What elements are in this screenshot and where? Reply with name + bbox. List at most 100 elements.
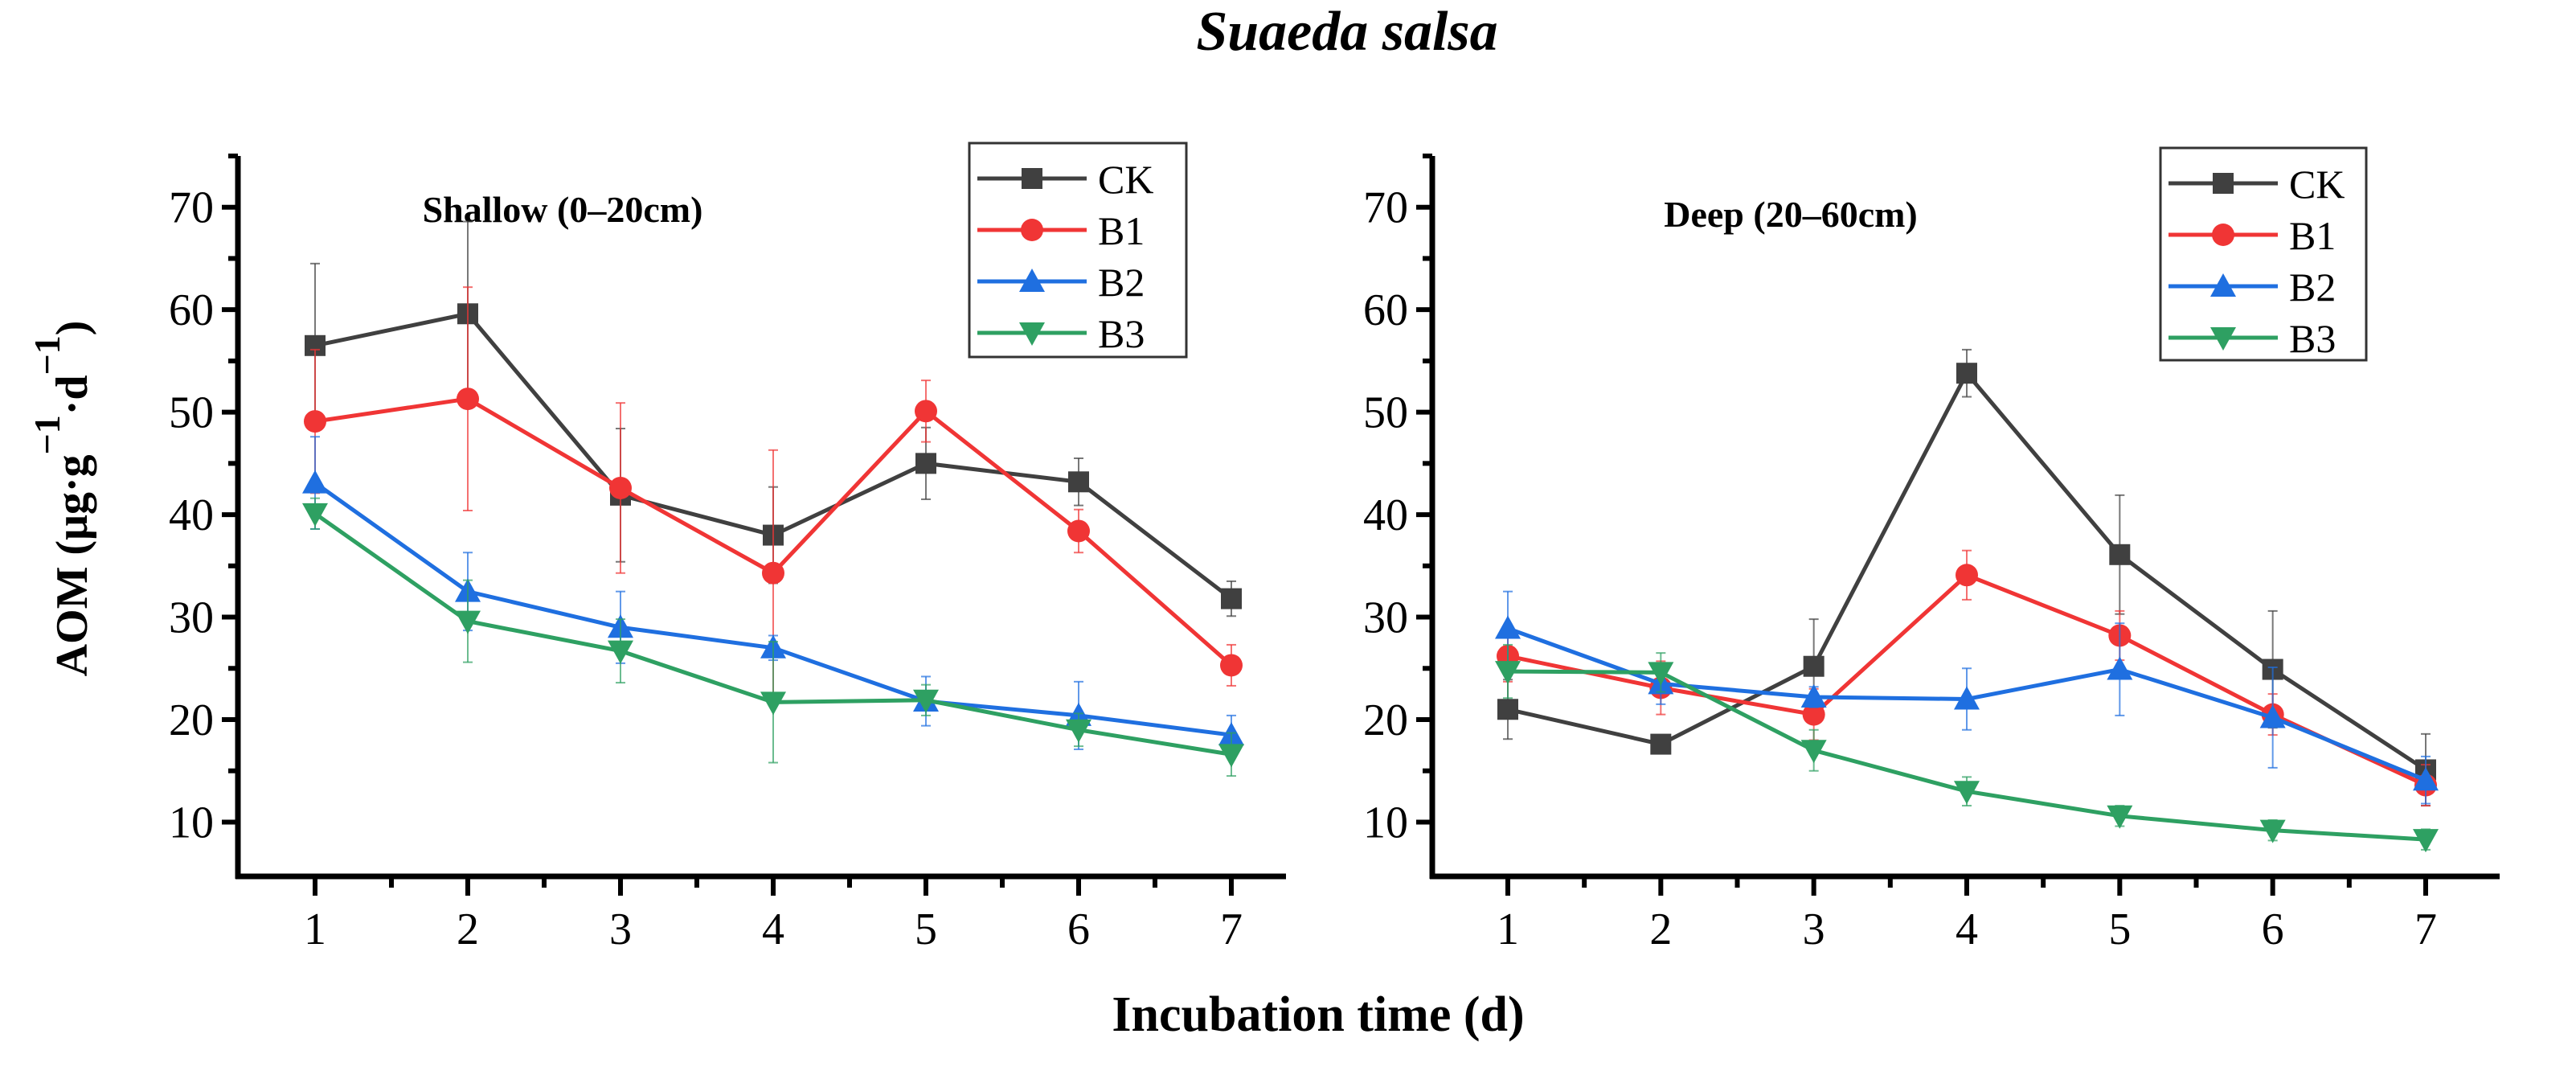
legend-marker bbox=[2212, 224, 2234, 246]
chart-title: Suaeda salsa bbox=[1196, 1, 1497, 63]
legend-label: B1 bbox=[2289, 213, 2336, 258]
data-point bbox=[2413, 767, 2439, 791]
data-point bbox=[1648, 662, 1674, 686]
legend-marker bbox=[1022, 168, 1042, 189]
legend-label: B2 bbox=[2289, 265, 2336, 310]
x-tick-label: 3 bbox=[609, 905, 632, 954]
y-tick-label: 50 bbox=[1363, 388, 1408, 438]
data-point bbox=[1495, 615, 1521, 639]
data-point bbox=[2259, 704, 2286, 728]
data-point bbox=[760, 691, 786, 716]
y-label-sup2: −1 bbox=[27, 335, 68, 375]
data-point bbox=[1956, 564, 1978, 587]
legend-item-b3: B3 bbox=[2169, 316, 2336, 361]
data-point bbox=[2259, 819, 2286, 843]
data-point bbox=[302, 503, 328, 527]
data-point bbox=[1218, 744, 1244, 768]
legend-item-ck: CK bbox=[2169, 162, 2345, 207]
x-tick-label: 5 bbox=[2108, 905, 2131, 954]
series-b2 bbox=[1495, 590, 2439, 805]
data-point bbox=[1802, 703, 1825, 726]
legend-marker bbox=[1019, 322, 1045, 346]
data-point bbox=[1497, 699, 1518, 720]
data-point bbox=[762, 561, 784, 585]
data-point bbox=[1067, 519, 1090, 543]
data-point bbox=[609, 476, 632, 499]
legend-label: B1 bbox=[1098, 208, 1145, 253]
legend: CK B1 B2 B3 bbox=[2159, 146, 2368, 362]
legend-item-b2: B2 bbox=[977, 260, 1145, 305]
x-tick-label: 2 bbox=[457, 905, 479, 954]
x-tick-label: 1 bbox=[1497, 905, 1519, 954]
data-point bbox=[1800, 683, 1827, 708]
y-tick-label: 10 bbox=[1363, 798, 1408, 847]
y-label-sup1: −1 bbox=[27, 415, 68, 454]
y-label-mid: ·d bbox=[47, 375, 97, 415]
data-point bbox=[1650, 733, 1672, 755]
x-tick-label: 6 bbox=[1067, 905, 1090, 954]
data-point bbox=[1066, 719, 1091, 743]
data-point bbox=[2109, 544, 2131, 565]
y-tick-label: 60 bbox=[1363, 285, 1408, 335]
y-axis-label: AOM (μg·g−1·d−1) bbox=[27, 321, 97, 677]
series-b3 bbox=[302, 497, 1244, 777]
data-point bbox=[913, 689, 939, 713]
x-tick-label: 3 bbox=[1803, 905, 1825, 954]
legend-item-b3: B3 bbox=[977, 311, 1145, 356]
legend-label: B2 bbox=[1098, 260, 1145, 305]
data-point bbox=[1954, 686, 1980, 710]
y-tick-label: 20 bbox=[169, 695, 214, 745]
legend-marker bbox=[2213, 173, 2234, 194]
y-label-end: ) bbox=[47, 321, 97, 336]
legend-marker bbox=[1021, 219, 1043, 241]
x-axis-label: Incubation time (d) bbox=[1112, 987, 1524, 1042]
data-point bbox=[302, 470, 328, 494]
y-tick-label: 40 bbox=[169, 490, 214, 540]
legend-marker bbox=[2210, 273, 2236, 297]
y-tick-label: 30 bbox=[169, 593, 214, 643]
data-point bbox=[1800, 740, 1827, 764]
y-tick-label: 60 bbox=[169, 285, 214, 335]
x-tick-label: 4 bbox=[762, 905, 784, 954]
data-point bbox=[1803, 655, 1824, 677]
panel-title: Shallow (0–20cm) bbox=[423, 189, 703, 230]
y-tick-label: 30 bbox=[1363, 593, 1408, 643]
data-point bbox=[1954, 781, 1980, 805]
data-point bbox=[304, 410, 326, 433]
series-b3 bbox=[1495, 643, 2439, 853]
y-tick-label: 70 bbox=[169, 183, 214, 233]
y-label-main: AOM (μg·g bbox=[47, 454, 97, 676]
legend-item-b2: B2 bbox=[2169, 265, 2336, 310]
x-tick-label: 7 bbox=[2414, 905, 2437, 954]
y-tick-label: 70 bbox=[1363, 183, 1408, 233]
data-point bbox=[915, 400, 937, 423]
data-point bbox=[457, 388, 479, 411]
legend-label: B3 bbox=[1098, 311, 1145, 356]
data-point bbox=[2413, 829, 2439, 853]
data-point bbox=[2107, 805, 2133, 829]
svg-text:AOM (μg·g−1·d−1): AOM (μg·g−1·d−1) bbox=[27, 321, 97, 677]
legend-item-ck: CK bbox=[977, 157, 1153, 202]
legend-box bbox=[968, 142, 1188, 359]
legend-label: B3 bbox=[2289, 316, 2336, 361]
x-tick-label: 2 bbox=[1649, 905, 1672, 954]
x-tick-label: 5 bbox=[915, 905, 937, 954]
legend-label: CK bbox=[1098, 157, 1153, 202]
data-point bbox=[915, 453, 936, 474]
data-point bbox=[1956, 363, 1977, 384]
data-point bbox=[608, 640, 633, 664]
x-tick-label: 6 bbox=[2262, 905, 2284, 954]
legend-item-b1: B1 bbox=[977, 208, 1145, 253]
panel-title: Deep (20–60cm) bbox=[1664, 194, 1918, 235]
legend-label: CK bbox=[2289, 162, 2345, 207]
x-tick-label: 1 bbox=[304, 905, 326, 954]
data-point bbox=[1495, 661, 1521, 685]
x-tick-label: 4 bbox=[1956, 905, 1978, 954]
data-point bbox=[1220, 654, 1243, 677]
legend-item-b1: B1 bbox=[2169, 213, 2336, 258]
y-tick-label: 40 bbox=[1363, 490, 1408, 540]
legend-marker bbox=[1019, 269, 1045, 292]
panel-shallow: 10 20 30 40 50 60 70 1 2 3 4 5 6 7 Shallow (0–20cm) CK B… bbox=[169, 142, 1286, 954]
legend: CK B1 B2 B3 bbox=[968, 142, 1188, 359]
